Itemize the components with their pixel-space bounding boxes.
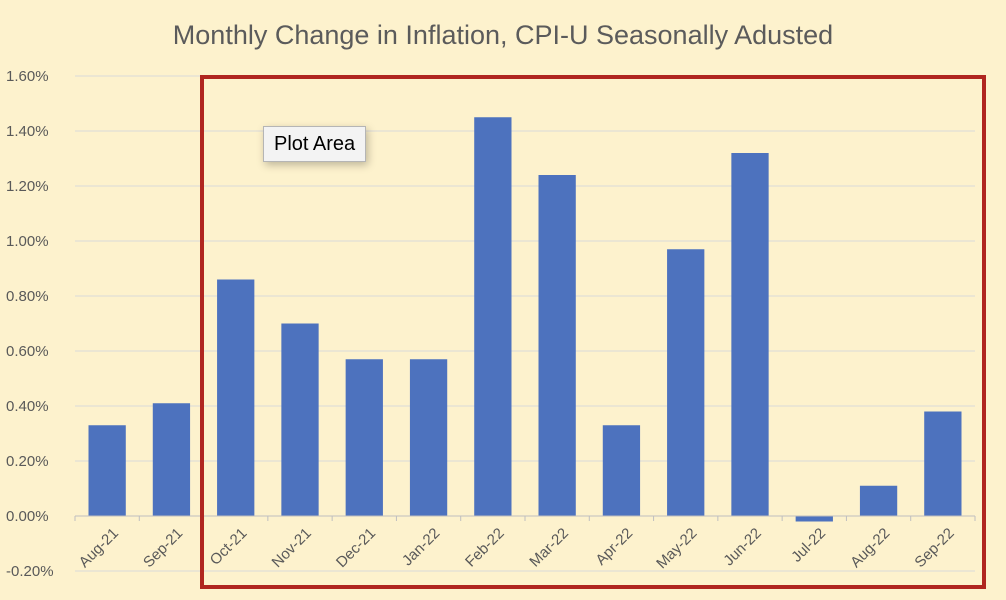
y-tick-label: -0.20% <box>6 563 54 580</box>
plot-area-tooltip: Plot Area <box>263 126 367 162</box>
y-tick-label: 1.20% <box>6 178 49 195</box>
y-tick-label: 0.20% <box>6 453 49 470</box>
x-tick-label: Feb-22 <box>462 525 508 571</box>
y-tick-label: 1.60% <box>6 68 49 85</box>
x-tick-label: Nov-21 <box>269 525 315 571</box>
gridlines <box>75 75 975 572</box>
y-axis-tick-labels: 1.60% 1.40% 1.20% 1.00% 0.80% 0.60% 0.40% 0.20%… <box>6 68 54 580</box>
bar[interactable] <box>859 485 898 516</box>
bar[interactable] <box>409 359 448 516</box>
x-tick-label: Jan-22 <box>399 525 443 569</box>
y-tick-label: 1.40% <box>6 123 49 140</box>
bar[interactable] <box>152 403 191 516</box>
bar[interactable] <box>345 359 383 516</box>
x-tick-label: Mar-22 <box>526 525 572 571</box>
y-tick-label: 0.40% <box>6 398 49 415</box>
y-tick-label: 1.00% <box>6 233 49 250</box>
bar[interactable] <box>731 153 769 516</box>
bar[interactable] <box>281 323 319 517</box>
bar[interactable] <box>474 117 512 516</box>
x-tick-label: Jun-22 <box>720 525 764 569</box>
bar[interactable] <box>538 175 576 516</box>
x-tick-label: Aug-21 <box>76 525 122 571</box>
x-tick-label: Dec-21 <box>333 525 379 571</box>
bars <box>88 117 962 522</box>
x-axis: Aug-21 Sep-21 Oct-21 Nov-21 Dec-21 Jan-22 Feb-… <box>74 515 976 572</box>
y-tick-label: 0.60% <box>6 343 49 360</box>
y-tick-label: 0.00% <box>6 508 49 525</box>
bar[interactable] <box>217 279 255 517</box>
bar[interactable] <box>667 249 705 516</box>
bar[interactable] <box>924 411 962 517</box>
x-tick-label: Apr-22 <box>592 525 636 569</box>
y-tick-label: 0.80% <box>6 288 49 305</box>
bar[interactable] <box>602 425 641 516</box>
x-tick-label: Sep-22 <box>911 525 957 571</box>
x-tick-label: Jul-22 <box>788 525 829 566</box>
x-tick-label: May-22 <box>653 525 700 572</box>
bar[interactable] <box>88 425 126 516</box>
chart-title: Monthly Change in Inflation, CPI-U Seaso… <box>173 20 833 50</box>
bar[interactable] <box>795 516 833 522</box>
x-tick-label: Sep-21 <box>140 525 186 571</box>
x-tick-label: Aug-22 <box>847 525 893 571</box>
x-tick-label: Oct-21 <box>207 525 251 569</box>
plot-area-selection-outline[interactable] <box>200 75 986 589</box>
